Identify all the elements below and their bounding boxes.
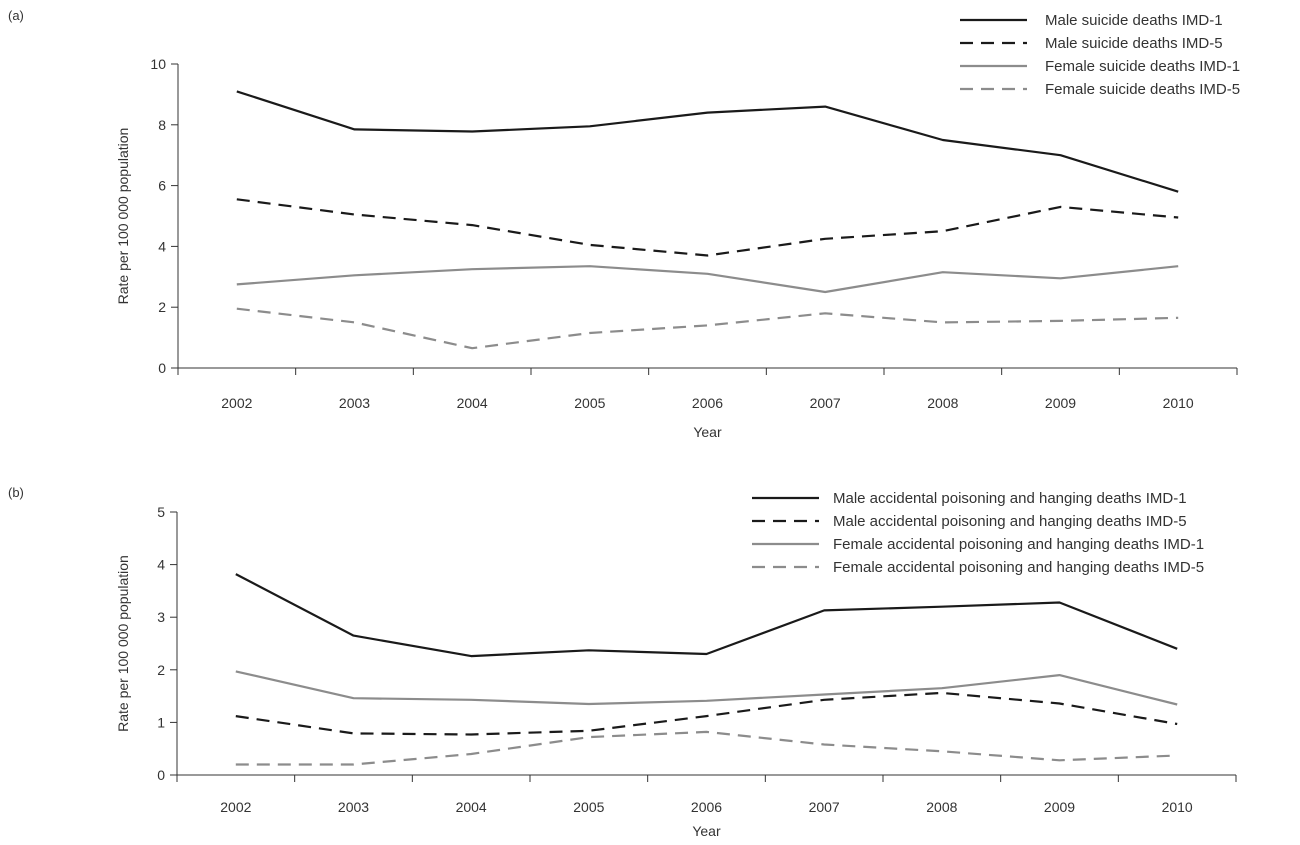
panel-label: (b) <box>8 485 24 500</box>
y-tick-label: 2 <box>158 299 166 315</box>
legend-label-4: Female suicide deaths IMD-5 <box>1045 81 1240 98</box>
x-tick-label: 2008 <box>926 799 957 815</box>
y-tick-label: 1 <box>157 714 165 730</box>
series-line-4 <box>235 730 1178 766</box>
series-line-2 <box>235 691 1178 736</box>
x-axis-title: Year <box>693 424 722 440</box>
panel-b-accidental-deaths: (b) 0 1 2 3 4 5 2002 2003 2004 2005 2006 2007 2008 200… <box>8 485 1237 839</box>
y-tick-label: 8 <box>158 117 166 133</box>
y-axis-title: Rate per 100 000 population <box>115 555 131 732</box>
legend-label-1: Male accidental poisoning and hanging de… <box>833 490 1187 507</box>
legend-label-3: Female suicide deaths IMD-1 <box>1045 58 1240 75</box>
y-tick-label: 5 <box>157 504 165 520</box>
panel-a-suicide-deaths: (a) 0 2 4 6 8 10 2002 2003 2004 2005 2006 2007 2008 20… <box>8 8 1240 440</box>
x-tick-label: 2008 <box>927 395 958 411</box>
legend-label-3: Female accidental poisoning and hanging … <box>833 536 1204 553</box>
x-tick-label: 2009 <box>1044 799 1075 815</box>
x-tick-label: 2006 <box>691 799 722 815</box>
x-tick-label: 2005 <box>574 395 605 411</box>
x-axis-title: Year <box>692 823 721 839</box>
legend-label-1: Male suicide deaths IMD-1 <box>1045 12 1223 29</box>
x-tick-label: 2010 <box>1162 799 1193 815</box>
panel-label: (a) <box>8 8 24 23</box>
x-tick-label: 2009 <box>1045 395 1076 411</box>
y-tick-label: 2 <box>157 662 165 678</box>
series-line-3 <box>236 265 1179 294</box>
x-tick-label: 2002 <box>221 395 252 411</box>
series-line-2 <box>236 198 1179 257</box>
x-tick-label: 2003 <box>338 799 369 815</box>
x-tick-label: 2006 <box>692 395 723 411</box>
x-tick-label: 2010 <box>1163 395 1194 411</box>
x-tick-label: 2003 <box>339 395 370 411</box>
y-tick-label: 6 <box>158 178 166 194</box>
legend-label-4: Female accidental poisoning and hanging … <box>833 559 1204 576</box>
y-tick-label: 0 <box>158 360 166 376</box>
y-tick-label: 3 <box>157 609 165 625</box>
x-tick-label: 2005 <box>573 799 604 815</box>
y-tick-label: 0 <box>157 767 165 783</box>
legend-label-2: Male accidental poisoning and hanging de… <box>833 513 1187 530</box>
x-tick-label: 2002 <box>220 799 251 815</box>
y-tick-label: 4 <box>157 557 165 573</box>
x-tick-label: 2007 <box>810 395 841 411</box>
y-tick-label: 10 <box>150 56 166 72</box>
legend-label-2: Male suicide deaths IMD-5 <box>1045 35 1223 52</box>
series-line-1 <box>236 90 1179 193</box>
x-tick-label: 2004 <box>457 395 488 411</box>
series-line-3 <box>235 670 1178 706</box>
series-line-1 <box>235 573 1178 658</box>
series-line-4 <box>236 307 1179 350</box>
x-tick-label: 2007 <box>809 799 840 815</box>
y-tick-label: 4 <box>158 238 166 254</box>
x-tick-label: 2004 <box>456 799 487 815</box>
y-axis-title: Rate per 100 000 population <box>115 128 131 305</box>
